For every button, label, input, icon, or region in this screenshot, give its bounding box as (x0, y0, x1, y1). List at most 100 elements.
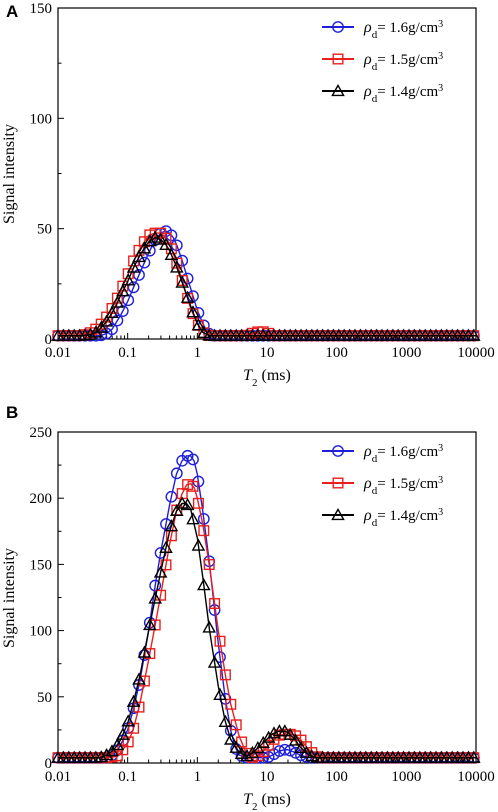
data-point (132, 672, 146, 685)
data-point (105, 744, 119, 757)
legend-marker (332, 21, 344, 33)
data-point (187, 480, 199, 492)
data-point (99, 748, 114, 761)
data-point (187, 308, 199, 320)
data-point (192, 497, 204, 509)
data-point (133, 701, 145, 713)
data-point (143, 617, 157, 631)
data-point (207, 655, 222, 668)
y-tick-label: 100 (30, 111, 53, 127)
data-point (230, 719, 242, 731)
data-point (175, 275, 189, 288)
data-point (164, 518, 179, 532)
data-point (197, 325, 211, 339)
data-point (116, 727, 130, 740)
data-point (160, 559, 172, 571)
legend-item-2: ρd= 1.5g/cm3 (322, 475, 443, 497)
legend-label: ρd= 1.4g/cm3 (363, 507, 443, 530)
x-tick-label: 1000 (391, 345, 421, 361)
data-point (121, 273, 135, 286)
panel-b-legend: ρd= 1.6g/cm3 ρd= 1.5g/cm3 ρd= 1.4g/cm3 (322, 443, 443, 530)
data-point (132, 249, 146, 263)
data-point (153, 565, 168, 578)
data-point (186, 512, 200, 525)
data-point (99, 314, 114, 327)
x-tick-label: 0.01 (45, 345, 71, 361)
data-point (218, 714, 233, 727)
data-point (278, 743, 291, 756)
data-point (191, 538, 206, 551)
panel-b-series-layer (51, 449, 481, 764)
series-line (58, 502, 476, 759)
data-point (148, 591, 162, 604)
y-tick-label: 250 (30, 425, 53, 441)
data-point (187, 453, 199, 466)
data-point (299, 745, 314, 758)
data-point (126, 694, 141, 707)
data-point (214, 635, 226, 647)
x-tick-label: 10000 (457, 769, 495, 785)
panel-a-legend: ρd= 1.6g/cm3 ρd= 1.5g/cm3 ρd= 1.4g/cm3 (322, 19, 443, 105)
legend-marker (331, 507, 345, 521)
series-line (58, 455, 476, 759)
data-point (203, 559, 215, 571)
data-point (197, 512, 210, 525)
data-point (137, 241, 152, 254)
data-point (213, 687, 227, 701)
data-point (94, 750, 108, 763)
x-tick-label: 0.1 (118, 769, 137, 785)
data-point (198, 525, 210, 537)
data-point (138, 256, 151, 269)
series-line (58, 236, 476, 337)
x-tick-label: 10 (260, 769, 275, 785)
data-point (116, 284, 130, 297)
data-point (111, 314, 124, 327)
data-point (127, 281, 140, 294)
panel-b-letter: B (6, 403, 18, 422)
series-line (58, 230, 476, 337)
y-tick-label: 150 (30, 557, 53, 573)
data-point (121, 714, 135, 727)
data-point (133, 269, 145, 281)
panel-a-letter: A (6, 2, 18, 21)
data-point (110, 737, 125, 751)
x-tick-label: 10 (260, 345, 275, 361)
legend-item-3: ρd= 1.4g/cm3 (322, 83, 443, 105)
data-point (126, 260, 141, 273)
data-point (83, 327, 98, 340)
legend-marker (332, 477, 344, 489)
y-tick-label: 200 (30, 491, 53, 507)
x-tick-label: 10000 (457, 345, 495, 361)
panel-b-y-axis-label: Signal intensity (1, 548, 18, 648)
x-tick-label: 0.01 (45, 769, 71, 785)
y-tick-label: 0 (45, 756, 53, 772)
data-point (94, 320, 108, 333)
panel-b: B 0 50 100 150 200 250 0.01 0.1 1 10 100 1000 10000… (1, 403, 495, 812)
legend-label: ρd= 1.6g/cm3 (363, 19, 443, 42)
legend-marker (332, 53, 344, 65)
data-point (229, 740, 243, 753)
x-tick-label: 100 (325, 769, 348, 785)
data-point (165, 490, 178, 503)
data-point (288, 733, 303, 746)
data-point (122, 736, 134, 748)
data-point (267, 726, 281, 739)
x-tick-label: 0.1 (118, 345, 137, 361)
legend-item-1: ρd= 1.6g/cm3 (322, 443, 443, 465)
data-point (106, 323, 118, 336)
data-point (110, 295, 125, 308)
y-tick-label: 150 (30, 1, 53, 17)
panel-b-y-axis: 0 50 100 150 200 250 (30, 425, 64, 772)
data-point (225, 698, 237, 710)
x-tick-label: 1000 (391, 769, 421, 785)
data-point (186, 305, 200, 318)
data-point (240, 748, 254, 762)
data-point (283, 727, 297, 740)
data-point (170, 503, 184, 516)
series-3 (51, 496, 481, 763)
legend-item-2: ρd= 1.5g/cm3 (322, 51, 443, 73)
data-point (219, 669, 231, 681)
y-tick-label: 50 (37, 690, 52, 706)
data-point (137, 645, 152, 658)
